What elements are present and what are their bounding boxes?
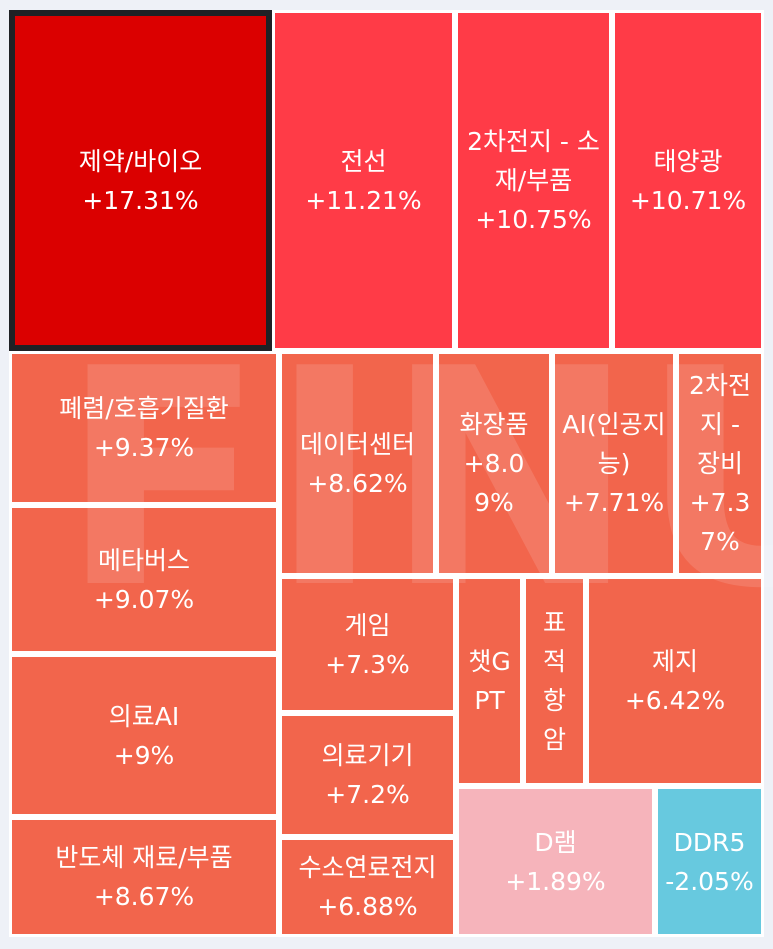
treemap-tile[interactable]: 게임 +7.3% [279,576,456,713]
treemap-tile[interactable]: 반도체 재료/부품 +8.67% [9,817,279,937]
tile-name: 의료기기 [321,741,414,770]
treemap-tile[interactable]: DDR5 -2.05% [655,786,764,937]
treemap-tile[interactable]: 폐렴/호흡기질환 +9.37% [9,351,279,505]
treemap-tile[interactable]: 챗GPT [456,576,523,786]
tile-name: 2차전지 - 장비 [689,371,751,478]
tile-name: D램 [534,827,577,857]
tile-name: 전선 [340,146,387,176]
tile-change-label: +9% [113,740,175,770]
treemap-tile[interactable]: 2차전지 - 소재/부품 +10.75% [455,10,612,351]
treemap-tile[interactable]: 2차전지 - 장비 +7.37% [676,351,764,576]
treemap-tile[interactable]: 제약/바이오 +17.31% [9,10,272,351]
tile-change-label: +7.2% [325,780,410,809]
tile-name: 챗GPT [468,647,511,715]
tile-name: 제약/바이오 [78,146,203,176]
tile-change-label: +1.89% [505,866,606,896]
tile-change-label: -2.05% [665,866,754,896]
tile-change-label: +9.07% [93,584,195,614]
treemap-tile[interactable]: 태양광 +10.71% [612,10,764,351]
tile-change-label: +10.75% [475,205,592,234]
tile-change-label: +17.31% [82,185,199,215]
tile-change-label: +10.71% [629,185,747,215]
tile-name: 반도체 재료/부품 [55,843,233,872]
treemap-tile[interactable]: AI(인공지능) +7.71% [552,351,676,576]
treemap-tile[interactable]: 전선 +11.21% [272,10,455,351]
tile-name: DDR5 [673,827,746,857]
tile-name: 태양광 [653,146,723,176]
tile-name: 표적항암 [542,608,566,754]
tile-name: 데이터센터 [299,429,415,459]
tile-change-label: +7.3% [325,649,410,679]
treemap-tile[interactable]: D램 +1.89% [456,786,655,937]
treemap-tile[interactable]: 표적항암 [523,576,586,786]
tile-name: 화장품 [459,410,529,439]
treemap-tile[interactable]: 의료AI +9% [9,654,279,817]
tile-name: 메타버스 [97,545,190,575]
tile-change-label: +11.21% [305,185,422,215]
treemap-tile[interactable]: 제지 +6.42% [586,576,764,786]
treemap-tile[interactable]: 데이터센터 +8.62% [279,351,436,576]
tile-change-label: +8.62% [307,468,408,498]
tile-name: 제지 [651,647,698,676]
tile-change-label: +6.42% [624,686,726,715]
tile-name: AI(인공지능) [562,410,666,478]
tile-name: 게임 [344,610,391,640]
tile-change-label: +9.37% [93,433,195,462]
treemap-tile[interactable]: 수소연료전지 +6.88% [279,837,456,937]
tile-change-label: +6.88% [317,892,418,921]
tile-change-label: +7.37% [689,488,751,556]
tile-change-label: +7.71% [563,488,665,517]
tile-name: 2차전지 - 소재/부품 [467,127,600,195]
tile-name: 의료AI [108,701,180,731]
tile-change-label: +8.09% [463,449,525,517]
treemap-tile[interactable]: 메타버스 +9.07% [9,505,279,654]
treemap-tile[interactable]: 화장품 +8.09% [436,351,552,576]
tile-change-label: +8.67% [93,882,195,911]
treemap-tile[interactable]: 의료기기 +7.2% [279,713,456,837]
tile-name: 수소연료전지 [298,853,437,882]
tile-name: 폐렴/호흡기질환 [59,394,229,423]
